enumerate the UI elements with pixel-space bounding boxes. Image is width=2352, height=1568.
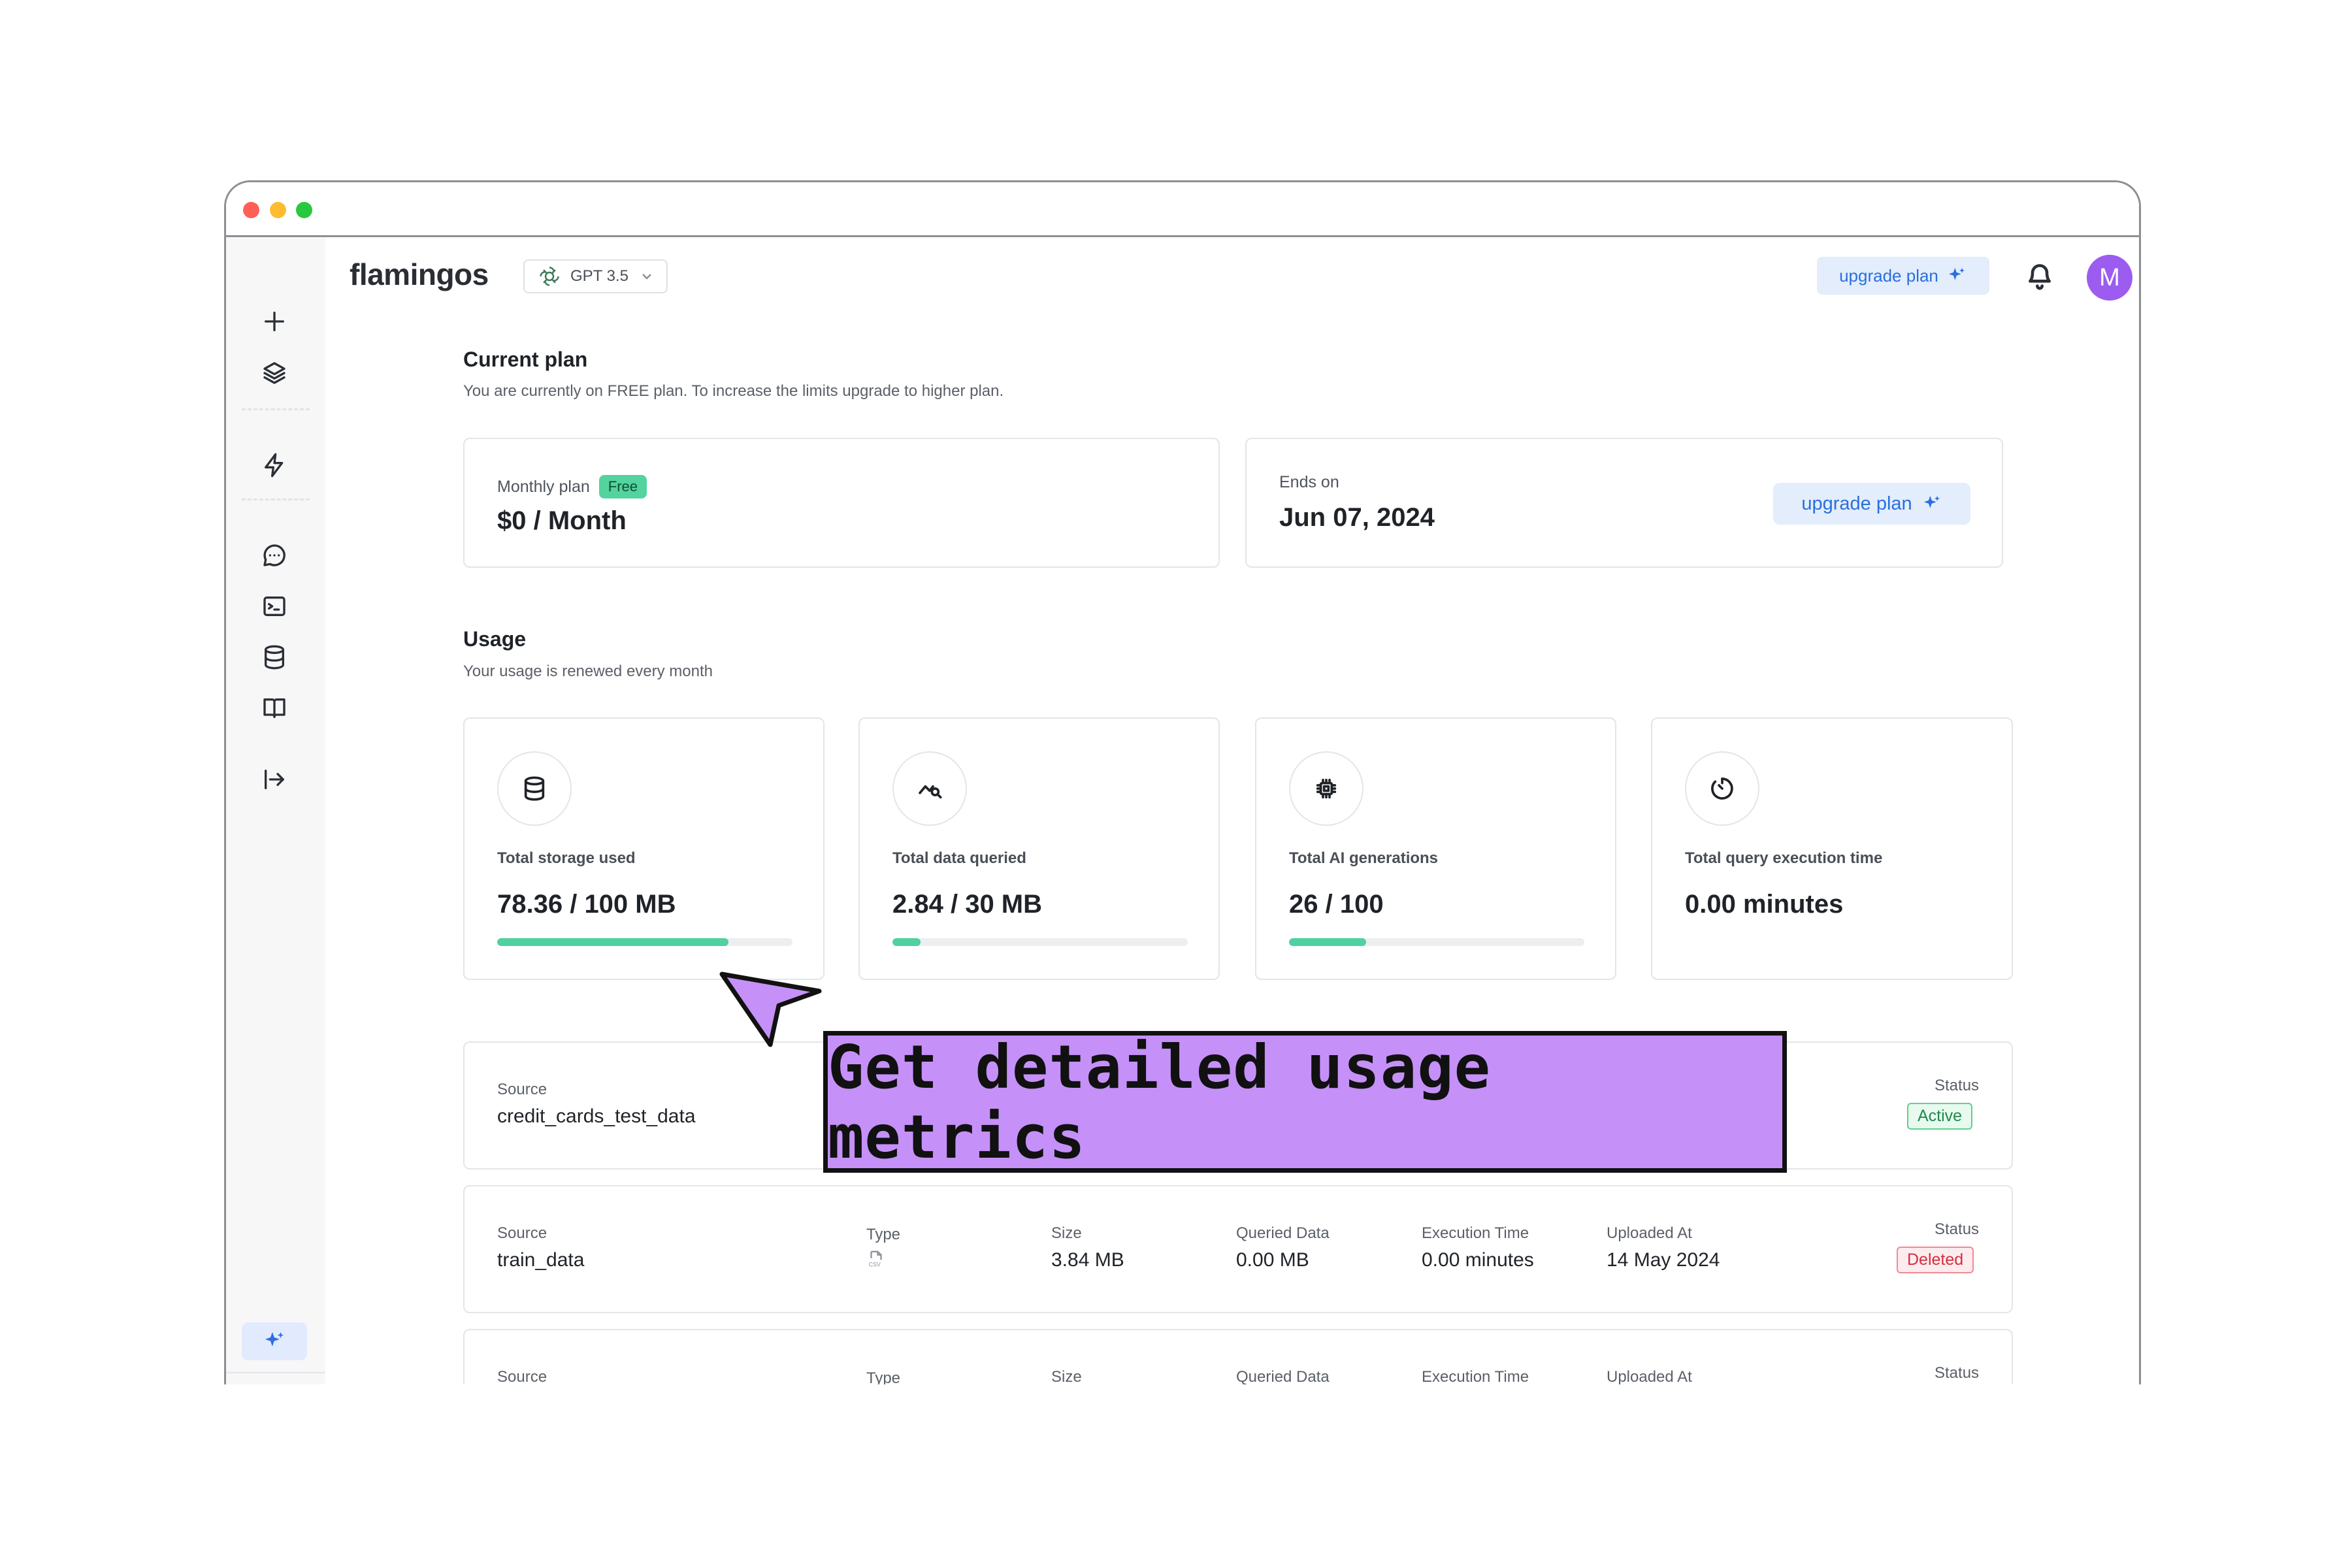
terminal-icon[interactable]	[260, 592, 289, 621]
source-label: Source	[497, 1224, 547, 1242]
minimize-window-button[interactable]	[270, 202, 286, 218]
csv-file-icon: CSV	[866, 1249, 886, 1272]
book-icon[interactable]	[260, 694, 289, 723]
size-label: Size	[1051, 1224, 1082, 1242]
status-label: Status	[1935, 1364, 1980, 1382]
app-window: flamingos GPT 3.5 upgrade plan M Current…	[224, 180, 2141, 1384]
promo-banner: Get detailed usage metrics	[823, 1031, 1787, 1173]
sidebar-divider	[242, 408, 310, 410]
usage-card-storage: Total storage used 78.36 / 100 MB	[463, 717, 825, 980]
status-label: Status	[1935, 1220, 1980, 1238]
usage-progress-fill	[497, 938, 729, 946]
usage-label: Total data queried	[892, 849, 1026, 867]
status-badge: Active	[1907, 1103, 1973, 1130]
close-window-button[interactable]	[243, 202, 259, 218]
uploaded-label: Uploaded At	[1607, 1368, 1692, 1384]
upgrade-plan-button[interactable]: upgrade plan	[1817, 257, 1989, 295]
status-label: Status	[1935, 1077, 1980, 1094]
upgrade-plan-card-label: upgrade plan	[1801, 493, 1912, 514]
timer-icon	[1685, 751, 1759, 826]
usage-progress-fill	[1289, 938, 1366, 946]
sidebar	[226, 237, 325, 1384]
pointer-cursor-icon	[719, 972, 822, 1047]
usage-subtitle: Your usage is renewed every month	[463, 662, 713, 680]
usage-progress-fill	[892, 938, 921, 946]
upgrade-plan-label: upgrade plan	[1839, 265, 1938, 286]
table-row[interactable]: Source train_data Type CSV Size 3.84 MB …	[463, 1185, 2013, 1313]
uploaded-value: 14 May 2024	[1607, 1249, 1720, 1271]
user-avatar[interactable]: M	[2087, 255, 2132, 301]
current-plan-title: Current plan	[463, 348, 588, 371]
exec-time-label: Execution Time	[1422, 1224, 1529, 1242]
usage-card-queried: Total data queried 2.84 / 30 MB	[858, 717, 1220, 980]
window-titlebar	[226, 182, 2139, 237]
plan-badge: Free	[598, 475, 647, 498]
usage-card-execution-time: Total query execution time 0.00 minutes	[1651, 717, 2013, 980]
status-badge: Deleted	[1897, 1247, 1974, 1273]
usage-card-ai-generations: Total AI generations 26 / 100	[1255, 717, 1616, 980]
chart-search-icon	[892, 751, 967, 826]
sparkle-icon	[1948, 268, 1965, 280]
monthly-plan-card: Monthly plan Free $0 / Month	[463, 438, 1220, 568]
csv-type-text: CSV	[869, 1261, 881, 1267]
new-icon[interactable]	[260, 307, 289, 336]
type-label: Type	[866, 1226, 901, 1243]
app-logo: flamingos	[350, 257, 489, 291]
exec-time-label: Execution Time	[1422, 1368, 1529, 1384]
upgrade-plan-card-button[interactable]: upgrade plan	[1773, 483, 1970, 525]
sparkle-icon	[265, 1331, 284, 1347]
main-content: flamingos GPT 3.5 upgrade plan M Current…	[325, 237, 2139, 1384]
promo-text: Get detailed usage metrics	[828, 1032, 1491, 1172]
chat-icon[interactable]	[260, 541, 289, 570]
monthly-plan-label: Monthly plan	[497, 477, 590, 496]
plan-price: $0 / Month	[497, 506, 627, 535]
sidebar-divider	[226, 1372, 325, 1373]
ends-on-label: Ends on	[1279, 473, 1339, 491]
usage-progress-bar	[892, 938, 1188, 946]
database-icon[interactable]	[260, 643, 289, 672]
usage-progress-bar	[497, 938, 792, 946]
usage-label: Total query execution time	[1685, 849, 1883, 867]
layers-icon[interactable]	[260, 359, 289, 387]
notifications-bell-icon[interactable]	[2025, 261, 2054, 292]
exec-time-value: 0.00 minutes	[1422, 1249, 1534, 1271]
database-icon	[497, 751, 572, 826]
uploaded-label: Uploaded At	[1607, 1224, 1692, 1242]
chevron-down-icon	[642, 274, 651, 280]
lightning-icon[interactable]	[260, 451, 289, 480]
source-value: train_data	[497, 1249, 585, 1271]
queried-value: 0.00 MB	[1236, 1249, 1309, 1271]
plan-ends-card: Ends on Jun 07, 2024 upgrade plan	[1245, 438, 2003, 568]
usage-label: Total storage used	[497, 849, 636, 867]
monthly-plan-label-row: Monthly plan Free	[497, 475, 647, 498]
source-label: Source	[497, 1368, 547, 1384]
size-label: Size	[1051, 1368, 1082, 1384]
usage-value: 0.00 minutes	[1685, 890, 1844, 919]
current-plan-subtitle: You are currently on FREE plan. To incre…	[463, 382, 1004, 400]
source-label: Source	[497, 1081, 547, 1098]
chip-icon	[1289, 751, 1364, 826]
queried-label: Queried Data	[1236, 1368, 1330, 1384]
maximize-window-button[interactable]	[296, 202, 312, 218]
size-value: 3.84 MB	[1051, 1249, 1124, 1271]
openai-icon	[540, 267, 559, 286]
type-label: Type	[866, 1369, 901, 1384]
usage-label: Total AI generations	[1289, 849, 1439, 867]
usage-title: Usage	[463, 627, 527, 651]
logout-icon[interactable]	[260, 765, 289, 794]
usage-value: 78.36 / 100 MB	[497, 890, 676, 919]
table-row[interactable]: Source Type Size Queried Data Execution …	[463, 1329, 2013, 1384]
sidebar-divider	[242, 498, 310, 500]
sparkle-icon	[1923, 496, 1940, 508]
source-value: credit_cards_test_data	[497, 1105, 696, 1127]
model-select[interactable]: GPT 3.5	[523, 259, 668, 293]
usage-value: 2.84 / 30 MB	[892, 890, 1043, 919]
model-select-value: GPT 3.5	[570, 267, 629, 285]
ai-sparkle-button[interactable]	[242, 1322, 307, 1360]
queried-label: Queried Data	[1236, 1224, 1330, 1242]
usage-progress-bar	[1289, 938, 1584, 946]
usage-value: 26 / 100	[1289, 890, 1384, 919]
ends-on-value: Jun 07, 2024	[1279, 503, 1435, 532]
